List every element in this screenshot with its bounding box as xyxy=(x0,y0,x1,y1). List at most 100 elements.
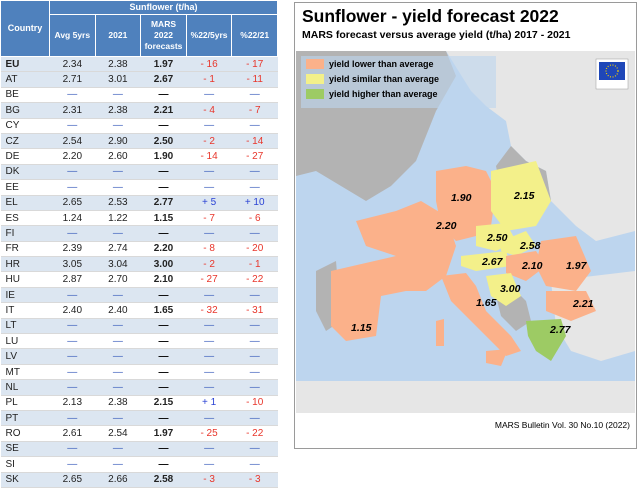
cell-avg: — xyxy=(49,410,96,427)
label-de: 1.90 xyxy=(451,192,472,204)
cell-avg: 2.65 xyxy=(49,472,96,488)
cell-avg: 2.54 xyxy=(49,133,96,150)
cell-2021: — xyxy=(95,318,141,335)
cell-pct-21: — xyxy=(231,225,278,242)
legend-label-higher: yield higher than average xyxy=(329,89,438,99)
cell-forecast: 2.77 xyxy=(140,195,187,211)
cell-pct-5yrs: — xyxy=(186,364,232,381)
cell-pct-5yrs: — xyxy=(186,348,232,365)
cell-pct-5yrs: — xyxy=(186,379,232,396)
cell-pct-21: - 31 xyxy=(231,302,278,319)
cell-country: IT xyxy=(0,302,50,319)
table-row: HR 3.05 3.04 3.00- 2- 1 xyxy=(0,256,278,273)
table-row: EE — — — — — xyxy=(0,179,278,196)
cell-country: DE xyxy=(0,148,50,165)
cell-country: FR xyxy=(0,241,50,258)
cell-forecast: — xyxy=(140,441,187,458)
cell-avg: 2.34 xyxy=(49,56,96,73)
cell-pct-21: - 7 xyxy=(231,102,278,119)
cell-avg: — xyxy=(49,333,96,350)
cell-2021: 2.38 xyxy=(95,102,141,119)
cell-2021: 2.60 xyxy=(95,148,141,165)
table-row: FR 2.39 2.74 2.20- 8- 20 xyxy=(0,241,278,258)
region-bg xyxy=(546,291,596,321)
cell-pct-21: — xyxy=(231,118,278,134)
cell-forecast: — xyxy=(140,87,187,104)
table-row: FI — — — — — xyxy=(0,225,278,242)
table-row: LT — — — — — xyxy=(0,318,278,335)
cell-forecast: — xyxy=(140,379,187,396)
cell-pct-5yrs: - 16 xyxy=(186,56,232,73)
cell-avg: — xyxy=(49,318,96,335)
cell-pct-21: — xyxy=(231,333,278,350)
region-de xyxy=(436,166,496,241)
cell-avg: 2.61 xyxy=(49,425,96,442)
cell-2021: 2.38 xyxy=(95,395,141,411)
map-subtitle: MARS forecast versus average yield (t/ha… xyxy=(302,29,571,41)
cell-country: PT xyxy=(0,410,50,427)
map-value-labels: 2.20 1.15 1.90 2.15 2.50 2.58 2.67 2.10 … xyxy=(351,190,594,336)
cell-country: DK xyxy=(0,164,50,181)
eu-flag-icon xyxy=(599,62,625,80)
map-credit: MARS Bulletin Vol. 30 No.10 (2022) xyxy=(494,420,630,430)
label-it: 1.65 xyxy=(476,297,497,309)
cell-forecast: — xyxy=(140,348,187,365)
label-cz: 2.50 xyxy=(486,232,508,244)
cell-avg: 2.39 xyxy=(49,241,96,258)
label-hr: 3.00 xyxy=(500,283,521,295)
table-row: EL 2.65 2.53 2.77 + 5 + 10 xyxy=(0,195,278,211)
cell-2021: 2.53 xyxy=(95,195,141,211)
cell-pct-5yrs: - 25 xyxy=(186,425,232,442)
eu-flag-logo xyxy=(595,58,629,90)
table-row: AT 2.71 3.01 2.67- 1- 11 xyxy=(0,71,278,88)
table-row: CZ 2.54 2.90 2.50- 2- 14 xyxy=(0,133,278,150)
cell-country: LT xyxy=(0,318,50,335)
cell-pct-5yrs: — xyxy=(186,164,232,181)
cell-avg: 2.71 xyxy=(49,71,96,88)
cell-pct-5yrs: — xyxy=(186,118,232,134)
cell-avg: — xyxy=(49,348,96,365)
table-row: DE 2.20 2.60 1.90- 14- 27 xyxy=(0,148,278,165)
cell-country: HR xyxy=(0,256,50,273)
cell-2021: — xyxy=(95,364,141,381)
cell-pct-21: — xyxy=(231,410,278,427)
header-forecast-line: forecasts xyxy=(144,41,183,51)
cell-2021: — xyxy=(95,287,141,304)
cell-pct-5yrs: - 3 xyxy=(186,472,232,488)
cell-country: MT xyxy=(0,364,50,381)
cell-pct-21: — xyxy=(231,318,278,335)
cell-country: SE xyxy=(0,441,50,458)
table-row: BG 2.31 2.38 2.21- 4- 7 xyxy=(0,102,278,119)
region-hu xyxy=(506,251,546,281)
table-row: DK — — — — — xyxy=(0,164,278,181)
cell-2021: — xyxy=(95,333,141,350)
cell-2021: 2.38 xyxy=(95,56,141,73)
cell-country: RO xyxy=(0,425,50,442)
cell-pct-21: - 1 xyxy=(231,256,278,273)
header-country: Country xyxy=(0,0,50,57)
cell-country: LV xyxy=(0,348,50,365)
cell-2021: — xyxy=(95,441,141,458)
cell-avg: — xyxy=(49,164,96,181)
cell-avg: 2.13 xyxy=(49,395,96,411)
label-bg: 2.21 xyxy=(572,298,594,310)
cell-pct-21: — xyxy=(231,287,278,304)
cell-pct-5yrs: — xyxy=(186,456,232,473)
label-at: 2.67 xyxy=(481,256,504,268)
cell-pct-5yrs: - 27 xyxy=(186,271,232,288)
legend-box xyxy=(301,56,496,108)
cell-country: FI xyxy=(0,225,50,242)
cell-2021: 2.40 xyxy=(95,302,141,319)
cell-pct-5yrs: - 1 xyxy=(186,71,232,88)
cell-2021: 2.70 xyxy=(95,271,141,288)
cell-forecast: 2.58 xyxy=(140,472,187,488)
table-row: SK 2.65 2.66 2.58- 3- 3 xyxy=(0,472,278,488)
cell-pct-5yrs: - 2 xyxy=(186,256,232,273)
region-at xyxy=(461,251,511,271)
header-avg: Avg 5yrs xyxy=(49,14,96,57)
cell-2021: 3.04 xyxy=(95,256,141,273)
cell-country: NL xyxy=(0,379,50,396)
cell-pct-21: — xyxy=(231,164,278,181)
label-hu: 2.10 xyxy=(521,260,543,272)
cell-country: EU xyxy=(0,56,50,73)
